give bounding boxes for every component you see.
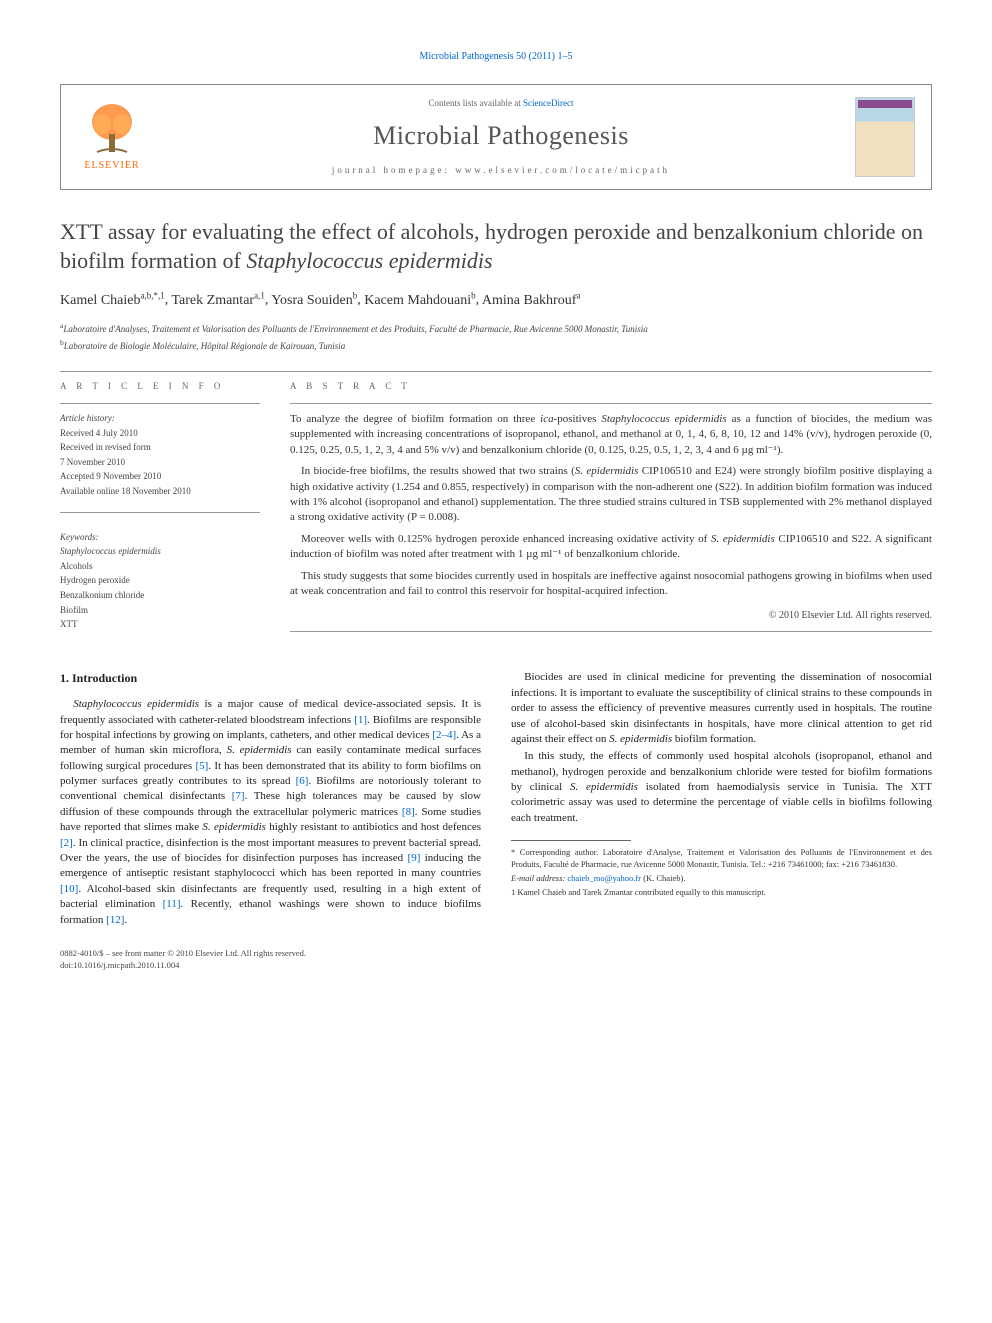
email-label: E-mail address: (511, 873, 565, 883)
abstract-label: A B S T R A C T (290, 380, 932, 393)
info-abstract-row: A R T I C L E I N F O Article history: R… (60, 380, 932, 640)
abstract-paragraph: Moreover wells with 0.125% hydrogen pero… (290, 532, 932, 563)
sciencedirect-link[interactable]: ScienceDirect (523, 98, 573, 108)
keyword: Benzalkonium chloride (60, 589, 260, 602)
article-info: A R T I C L E I N F O Article history: R… (60, 380, 260, 640)
citation-link[interactable]: [10] (60, 883, 78, 895)
citation-link[interactable]: [9] (408, 852, 421, 864)
running-head-volume: 50 (2011) 1–5 (516, 51, 572, 62)
publisher-logo-text: ELSEVIER (84, 159, 139, 173)
author[interactable]: Kacem Mahdouanib (364, 293, 475, 308)
footnote-separator (511, 840, 631, 841)
citation-link[interactable]: [5] (195, 760, 208, 772)
elsevier-tree-icon (87, 102, 137, 157)
abstract-paragraph: This study suggests that some biocides c… (290, 569, 932, 600)
divider-info-2 (60, 512, 260, 513)
citation-link[interactable]: [1] (354, 714, 367, 726)
authors-line: Kamel Chaieba,b,*,1, Tarek Zmantara,1, Y… (60, 289, 932, 310)
abstract-paragraph: To analyze the degree of biofilm formati… (290, 412, 932, 458)
section-heading: 1. Introduction (60, 670, 481, 687)
received-date: Received 4 July 2010 (60, 427, 260, 440)
title-italic: Staphylococcus epidermidis (246, 248, 492, 273)
journal-header-box: ELSEVIER Contents lists available at Sci… (60, 84, 932, 190)
email-link[interactable]: chaieb_mo@yahoo.fr (567, 873, 641, 883)
author[interactable]: Tarek Zmantara,1 (171, 293, 264, 308)
citation-link[interactable]: [7] (232, 790, 245, 802)
affiliations: aLaboratoire d'Analyses, Traitement et V… (60, 320, 932, 353)
journal-name: Microbial Pathogenesis (163, 118, 839, 154)
running-head-journal: Microbial Pathogenesis (420, 51, 514, 62)
citation-link[interactable]: [12] (106, 914, 124, 926)
publisher-logo[interactable]: ELSEVIER (77, 97, 147, 177)
citation-link[interactable]: [2] (60, 837, 73, 849)
front-matter-line: 0882-4010/$ – see front matter © 2010 El… (60, 948, 306, 958)
body-paragraph: Biocides are used in clinical medicine f… (511, 670, 932, 747)
keyword: Staphylococcus epidermidis (60, 545, 260, 558)
divider-abstract (290, 403, 932, 404)
citation-link[interactable]: [2–4] (432, 729, 456, 741)
author[interactable]: Kamel Chaieba,b,*,1 (60, 293, 165, 308)
article-info-label: A R T I C L E I N F O (60, 380, 260, 393)
author[interactable]: Amina Bakhroufa (482, 293, 580, 308)
email-line: E-mail address: chaieb_mo@yahoo.fr (K. C… (511, 873, 932, 885)
copyright-line: © 2010 Elsevier Ltd. All rights reserved… (290, 609, 932, 623)
body-paragraph: Staphylococcus epidermidis is a major ca… (60, 697, 481, 928)
footnote-block: * Corresponding author. Laboratoire d'An… (511, 840, 932, 899)
history-label: Article history: (60, 412, 260, 425)
divider-abstract-bottom (290, 631, 932, 632)
equal-contribution: 1 Kamel Chaieb and Tarek Zmantar contrib… (511, 887, 932, 899)
author[interactable]: Yosra Souidenb (271, 293, 357, 308)
body-columns: 1. Introduction Staphylococcus epidermid… (60, 670, 932, 928)
abstract: A B S T R A C T To analyze the degree of… (290, 380, 932, 640)
citation-link[interactable]: [6] (296, 775, 309, 787)
contents-text: Contents lists available at (429, 98, 521, 108)
keyword: Biofilm (60, 604, 260, 617)
email-author: (K. Chaieb). (643, 873, 685, 883)
body-paragraph: In this study, the effects of commonly u… (511, 749, 932, 826)
journal-cover-thumb[interactable] (855, 97, 915, 177)
abstract-paragraph: In biocide-free biofilms, the results sh… (290, 464, 932, 526)
citation-link[interactable]: [8] (402, 806, 415, 818)
header-center: Contents lists available at ScienceDirec… (163, 97, 839, 177)
citation-link[interactable]: [11] (163, 898, 181, 910)
section-title: Introduction (72, 671, 137, 685)
online-date: Available online 18 November 2010 (60, 485, 260, 498)
divider-top (60, 371, 932, 372)
keywords-block: Keywords: Staphylococcus epidermidis Alco… (60, 531, 260, 631)
keyword: Hydrogen peroxide (60, 574, 260, 587)
doi-line[interactable]: doi:10.1016/j.micpath.2010.11.004 (60, 960, 179, 970)
homepage-url[interactable]: www.elsevier.com/locate/micpath (455, 165, 670, 175)
divider-info-1 (60, 403, 260, 404)
keyword: XTT (60, 618, 260, 631)
keywords-label: Keywords: (60, 531, 260, 544)
revised-label: Received in revised form (60, 441, 260, 454)
keyword: Alcohols (60, 560, 260, 573)
article-title: XTT assay for evaluating the effect of a… (60, 218, 932, 275)
affiliation: bLaboratoire de Biologie Moléculaire, Hô… (60, 337, 932, 354)
section-number: 1. (60, 671, 69, 685)
running-head-link[interactable]: Microbial Pathogenesis 50 (2011) 1–5 (420, 51, 573, 62)
publisher-footer: 0882-4010/$ – see front matter © 2010 El… (60, 948, 932, 972)
corresponding-author: * Corresponding author. Laboratoire d'An… (511, 847, 932, 871)
affiliation: aLaboratoire d'Analyses, Traitement et V… (60, 320, 932, 337)
contents-line: Contents lists available at ScienceDirec… (163, 97, 839, 110)
journal-homepage: journal homepage: www.elsevier.com/locat… (163, 164, 839, 177)
accepted-date: Accepted 9 November 2010 (60, 470, 260, 483)
running-head: Microbial Pathogenesis 50 (2011) 1–5 (60, 50, 932, 64)
homepage-label: journal homepage: (332, 165, 450, 175)
revised-date: 7 November 2010 (60, 456, 260, 469)
